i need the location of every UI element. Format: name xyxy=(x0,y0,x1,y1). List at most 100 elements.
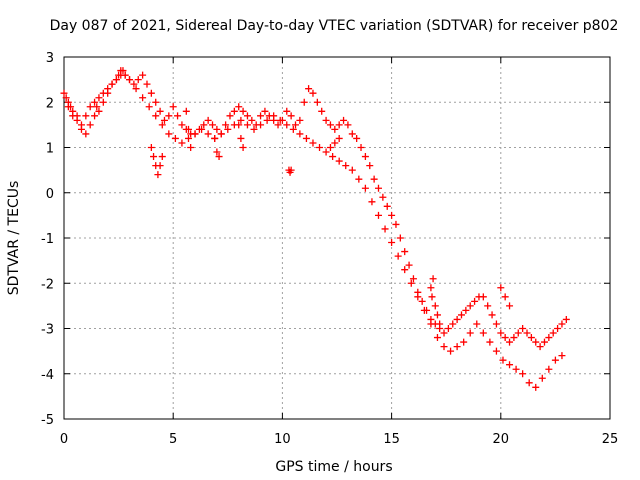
data-point xyxy=(91,98,99,106)
y-tick-label: -1 xyxy=(41,232,54,247)
data-point xyxy=(374,211,382,219)
data-point xyxy=(449,320,457,328)
data-point xyxy=(388,211,396,219)
data-point xyxy=(383,202,391,210)
x-tick-label: 25 xyxy=(602,432,619,447)
data-point xyxy=(154,171,162,179)
data-point xyxy=(147,89,155,97)
data-point xyxy=(427,320,435,328)
data-point xyxy=(440,329,448,337)
data-point xyxy=(322,116,330,124)
data-point xyxy=(374,184,382,192)
y-tick-label: -2 xyxy=(41,277,54,292)
data-point xyxy=(506,361,514,369)
y-tick-label: 1 xyxy=(46,142,54,157)
data-point xyxy=(276,116,284,124)
axis-ticks: 0 5 10 15 20 25 -5 -4 -3 -2 -1 0 1 2 3 xyxy=(41,51,618,447)
data-point xyxy=(132,85,140,93)
data-point xyxy=(466,302,474,310)
data-point xyxy=(549,329,557,337)
data-point xyxy=(523,329,531,337)
data-point xyxy=(558,352,566,360)
data-point xyxy=(527,334,535,342)
data-point xyxy=(283,121,291,129)
y-tick-label: -3 xyxy=(41,323,54,338)
data-point xyxy=(239,107,247,115)
grid xyxy=(64,57,610,419)
chart-title: Day 087 of 2021, Sidereal Day-to-day VTE… xyxy=(50,18,619,34)
x-tick-label: 20 xyxy=(493,432,510,447)
data-point xyxy=(492,347,500,355)
data-point xyxy=(532,338,540,346)
data-point xyxy=(64,103,72,111)
x-tick-label: 10 xyxy=(274,432,291,447)
data-point xyxy=(418,297,426,305)
data-point xyxy=(381,225,389,233)
data-point xyxy=(248,116,256,124)
data-point xyxy=(344,121,352,129)
data-point xyxy=(204,116,212,124)
data-point xyxy=(209,121,217,129)
data-point xyxy=(335,134,343,142)
data-point xyxy=(235,121,243,129)
data-point xyxy=(554,325,562,332)
data-point xyxy=(134,76,142,84)
data-point xyxy=(361,184,369,192)
data-point xyxy=(235,103,243,111)
data-point xyxy=(60,89,68,97)
data-point xyxy=(130,80,138,88)
data-point xyxy=(514,329,522,337)
data-point xyxy=(95,94,103,102)
data-point xyxy=(230,107,238,115)
data-point xyxy=(287,112,295,120)
data-point xyxy=(99,98,107,106)
data-point xyxy=(335,121,343,129)
data-point xyxy=(486,338,494,346)
data-point xyxy=(250,125,258,133)
data-point xyxy=(169,103,177,111)
data-point xyxy=(243,112,251,120)
data-point xyxy=(171,134,179,142)
data-point xyxy=(302,134,310,142)
data-point xyxy=(200,121,208,129)
data-point xyxy=(318,107,326,115)
data-point xyxy=(156,162,164,170)
data-point xyxy=(326,121,334,129)
data-point xyxy=(82,112,90,120)
data-point xyxy=(433,334,441,342)
data-point xyxy=(95,107,103,115)
data-point xyxy=(428,293,436,301)
data-point xyxy=(431,302,439,310)
y-tick-label: -4 xyxy=(41,368,54,383)
data-points xyxy=(60,67,570,391)
data-point xyxy=(160,116,168,124)
data-point xyxy=(257,112,265,120)
data-point xyxy=(540,338,548,346)
y-axis-label: SDTVAR / TECUs xyxy=(6,181,22,296)
data-point xyxy=(545,334,553,342)
data-point xyxy=(326,144,334,151)
data-point xyxy=(62,94,70,102)
data-point xyxy=(525,379,533,387)
data-point xyxy=(309,89,317,97)
x-tick-label: 15 xyxy=(383,432,400,447)
y-tick-label: -5 xyxy=(41,413,54,428)
data-point xyxy=(436,320,444,328)
data-point xyxy=(226,112,234,120)
data-point xyxy=(551,356,559,364)
data-point xyxy=(165,130,173,138)
data-point xyxy=(158,153,166,161)
data-point xyxy=(73,112,81,120)
data-point xyxy=(342,162,350,170)
data-point xyxy=(532,383,540,391)
data-point xyxy=(309,139,317,147)
data-point xyxy=(331,125,339,133)
data-point xyxy=(462,306,470,314)
data-point xyxy=(379,193,387,201)
data-point xyxy=(405,261,413,269)
data-point xyxy=(366,162,374,170)
data-point xyxy=(300,98,308,106)
data-point xyxy=(501,334,509,342)
data-point xyxy=(182,107,190,115)
